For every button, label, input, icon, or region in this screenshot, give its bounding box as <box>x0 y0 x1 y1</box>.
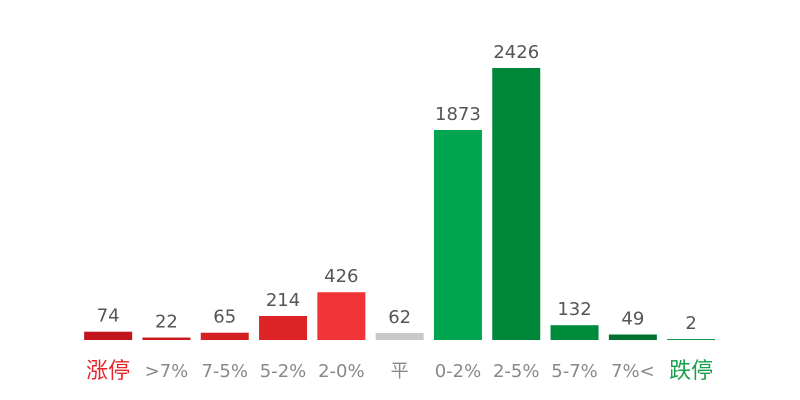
bar <box>550 325 599 340</box>
category-label: 7-5% <box>201 361 248 382</box>
value-label: 22 <box>155 312 178 333</box>
category-label: 2-0% <box>318 361 365 382</box>
value-label: 214 <box>266 290 300 311</box>
value-label: 426 <box>324 266 358 287</box>
value-label: 2426 <box>493 42 539 63</box>
category-label: 2-5% <box>493 361 540 382</box>
category-label: 5-7% <box>551 361 598 382</box>
category-label: 平 <box>391 361 409 382</box>
value-label: 49 <box>621 309 644 330</box>
bar <box>375 333 424 340</box>
value-label: 74 <box>97 306 120 327</box>
value-label: 132 <box>557 299 591 320</box>
category-label: 跌停 <box>669 359 713 384</box>
bar <box>667 339 716 340</box>
category-label: 涨停 <box>86 359 130 384</box>
bar <box>317 292 366 340</box>
bar <box>433 130 482 340</box>
value-label: 65 <box>213 307 236 328</box>
bar <box>608 334 657 340</box>
bar <box>142 337 191 340</box>
bar <box>84 331 133 340</box>
value-label: 1873 <box>435 104 481 125</box>
category-label: 7%< <box>611 361 655 382</box>
category-label: >7% <box>145 361 189 382</box>
bar <box>259 316 308 340</box>
value-label: 62 <box>388 307 411 328</box>
value-label: 2 <box>685 313 696 334</box>
bar <box>492 68 541 340</box>
category-label: 0-2% <box>435 361 482 382</box>
category-label: 5-2% <box>260 361 307 382</box>
bar <box>200 332 249 340</box>
